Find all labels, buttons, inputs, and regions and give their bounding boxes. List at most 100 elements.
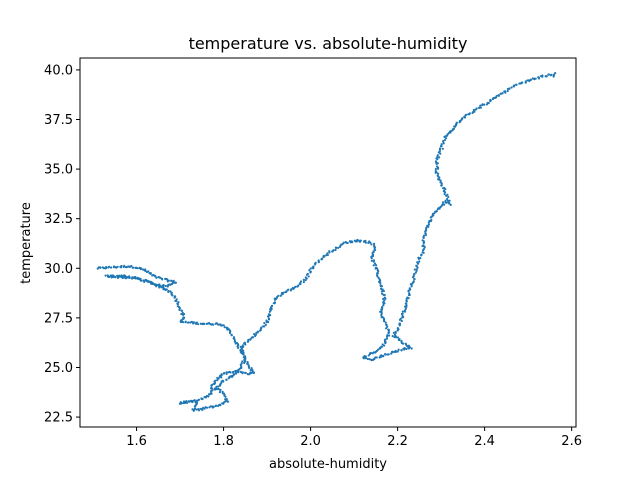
scatter-point (112, 266, 116, 269)
scatter-point (243, 341, 247, 344)
scatter-point (420, 253, 423, 256)
scatter-point (430, 218, 433, 222)
scatter-point (380, 290, 383, 293)
scatter-point (194, 407, 197, 410)
scatter-point (445, 201, 448, 204)
scatter-point (247, 338, 250, 341)
scatter-point (219, 389, 222, 392)
scatter-point (116, 276, 120, 279)
scatter-point (240, 347, 244, 350)
scatter-point (376, 272, 379, 275)
scatter-point (216, 379, 219, 382)
scatter-point (146, 280, 149, 283)
scatter-point (405, 305, 408, 309)
scatter-point (201, 408, 204, 412)
scatter-point (290, 288, 293, 291)
scatter-point (273, 301, 277, 304)
scatter-point (304, 276, 307, 279)
scatter-point (116, 265, 119, 268)
scatter-point (267, 320, 270, 324)
scatter-point (481, 103, 484, 106)
scatter-point (309, 267, 312, 270)
scatter-point (400, 340, 403, 343)
scatter-point (210, 384, 213, 387)
scatter-point (167, 290, 170, 293)
scatter-point (446, 193, 449, 196)
scatter-point (475, 107, 478, 110)
scatter-point (252, 371, 255, 374)
scatter-point (195, 408, 198, 411)
scatter-point (222, 324, 225, 327)
scatter-point (180, 320, 183, 324)
scatter-point (143, 279, 146, 282)
scatter-point (425, 226, 428, 229)
scatter-point (489, 98, 492, 102)
scatter-point (380, 285, 383, 288)
scatter-point (437, 178, 440, 181)
scatter-point (370, 257, 373, 260)
scatter-point (307, 275, 310, 278)
scatter-point (334, 246, 338, 250)
scatter-point (412, 275, 415, 278)
chart-title: temperature vs. absolute-humidity (189, 34, 468, 53)
scatter-point (391, 350, 394, 353)
scatter-point (442, 189, 446, 192)
scatter-point (130, 264, 133, 268)
scatter-point (198, 409, 201, 412)
scatter-point (417, 256, 420, 259)
scatter-point (233, 340, 237, 343)
scatter-point (314, 261, 317, 264)
scatter-point (383, 320, 386, 323)
scatter-point (436, 174, 439, 177)
scatter-point (438, 150, 441, 153)
scatter-point (478, 106, 481, 109)
scatter-point (359, 239, 362, 242)
scatter-point (396, 326, 399, 330)
scatter-point (447, 195, 450, 199)
scatter-point (123, 264, 126, 267)
scatter-point (387, 332, 390, 335)
scatter-point (385, 337, 389, 340)
scatter-point (434, 167, 437, 171)
scatter-point (287, 288, 290, 291)
scatter-point (107, 266, 110, 269)
scatter-point (443, 203, 446, 206)
scatter-point (233, 373, 236, 376)
scatter-point (224, 398, 227, 401)
scatter-point (375, 264, 378, 267)
scatter-point (405, 347, 408, 351)
scatter-point (372, 260, 375, 263)
scatter-point (412, 280, 415, 283)
scatter-point (479, 106, 482, 109)
scatter-point (372, 264, 375, 267)
scatter-point (151, 274, 154, 277)
y-axis-label: temperature (19, 202, 34, 284)
x-tick-label: 1.8 (213, 434, 234, 449)
scatter-point (154, 275, 157, 278)
scatter-point (453, 125, 456, 128)
scatter-point (232, 370, 235, 374)
scatter-point (111, 275, 115, 279)
scatter-point (165, 288, 168, 291)
x-tick-label: 1.6 (126, 434, 147, 449)
scatter-point (277, 294, 280, 297)
scatter-point (246, 373, 249, 376)
scatter-point (121, 276, 124, 280)
y-tick-label: 35.0 (44, 163, 73, 178)
scatter-point (224, 395, 227, 398)
scatter-point (217, 377, 220, 380)
scatter-point (228, 331, 232, 335)
scatter-point (155, 285, 158, 288)
scatter-point (192, 409, 195, 412)
scatter-point (537, 76, 541, 79)
scatter-point (234, 342, 237, 345)
x-axis-ticks: 1.6 1.8 2.0 2.2 2.4 2.6 (126, 427, 582, 449)
scatter-point (418, 260, 421, 263)
scatter-point (373, 262, 377, 265)
scatter-point (408, 287, 411, 290)
scatter-point (401, 310, 404, 313)
scatter-point (340, 243, 343, 246)
scatter-point (400, 319, 403, 323)
scatter-point (118, 275, 121, 278)
scatter-point (104, 274, 107, 277)
